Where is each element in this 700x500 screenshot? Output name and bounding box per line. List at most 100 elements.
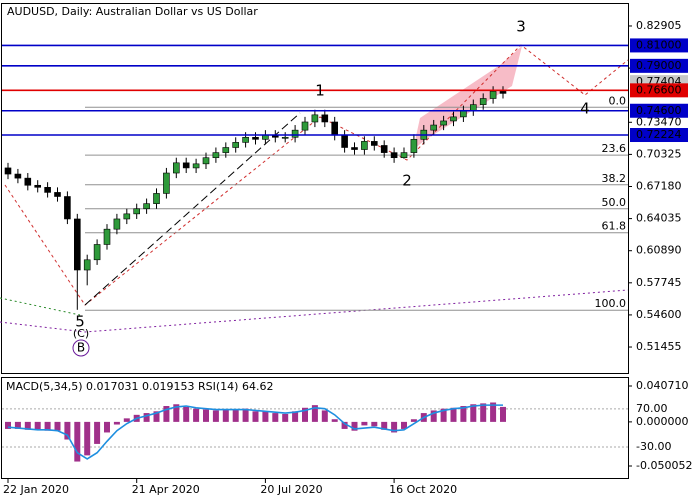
candle-body bbox=[281, 136, 289, 139]
wave-label: 3 bbox=[516, 18, 526, 36]
level-label: 0.74600 bbox=[636, 104, 682, 117]
candle-body bbox=[410, 139, 418, 153]
candle-body bbox=[202, 157, 210, 165]
fib-label: 0.0 bbox=[609, 94, 627, 107]
histogram-bar bbox=[470, 404, 477, 422]
candle-body bbox=[103, 228, 111, 245]
candle-body bbox=[123, 213, 131, 220]
candle-body bbox=[469, 104, 477, 112]
histogram-bar bbox=[212, 410, 219, 422]
y-tick-label: 0.000000 bbox=[636, 415, 689, 428]
candle-body bbox=[212, 152, 220, 159]
candle-body bbox=[173, 162, 180, 174]
histogram-bar bbox=[331, 419, 338, 422]
histogram-bar bbox=[381, 421, 388, 430]
histogram-bar bbox=[54, 421, 61, 431]
candle-body bbox=[361, 141, 368, 150]
candle-body bbox=[291, 129, 299, 138]
candle-body bbox=[499, 91, 507, 94]
candle-body bbox=[64, 196, 71, 220]
candle-body bbox=[341, 134, 348, 148]
y-tick-label: 0.57745 bbox=[636, 276, 682, 289]
candle-body bbox=[370, 141, 378, 146]
histogram-bar bbox=[410, 419, 417, 422]
indicator-line bbox=[7, 404, 503, 460]
candle-body bbox=[44, 187, 51, 193]
histogram-bar bbox=[321, 410, 328, 422]
histogram-bar bbox=[490, 402, 497, 422]
histogram-bar bbox=[44, 421, 51, 431]
candle-body bbox=[460, 110, 467, 118]
level-box bbox=[630, 83, 688, 98]
histogram-bar bbox=[401, 421, 407, 429]
candle-body bbox=[222, 147, 230, 153]
indicator-label: MACD(5,34,5) 0.017031 0.019153 RSI(14) 6… bbox=[6, 380, 273, 393]
histogram-bar bbox=[242, 408, 249, 422]
histogram-bar bbox=[460, 406, 467, 422]
histogram-bar bbox=[123, 418, 130, 422]
price-panel bbox=[1, 3, 629, 374]
wave-label: (C) bbox=[73, 327, 89, 340]
y-tick-label: -0.050052 bbox=[636, 459, 692, 472]
candle-body bbox=[479, 98, 487, 105]
histogram-bar bbox=[252, 411, 259, 422]
histogram-bar bbox=[450, 407, 457, 422]
y-tick-label: 0.64035 bbox=[636, 212, 682, 225]
wave-label: 1 bbox=[315, 82, 325, 100]
histogram-bar bbox=[143, 413, 150, 422]
histogram-bar bbox=[480, 403, 487, 422]
histogram-bar bbox=[163, 406, 170, 422]
candle-body bbox=[133, 208, 140, 215]
wave-label: 4 bbox=[580, 100, 590, 118]
y-tick-label: 0.51455 bbox=[636, 340, 682, 353]
fib-label: 23.6 bbox=[602, 142, 627, 155]
candle-body bbox=[351, 147, 358, 150]
wave-label: B bbox=[77, 341, 85, 355]
wave-label: 5 bbox=[75, 313, 85, 331]
x-tick-label: 22 Jan 2020 bbox=[3, 483, 69, 496]
trend-line bbox=[0, 297, 81, 316]
level-box bbox=[630, 38, 688, 53]
y-tick-label: 0.040710 bbox=[636, 379, 689, 392]
candle-body bbox=[440, 120, 447, 126]
candle-body bbox=[489, 91, 497, 99]
histogram-bar bbox=[203, 409, 209, 422]
histogram-bar bbox=[104, 421, 110, 433]
candle-body bbox=[232, 142, 239, 148]
candle-body bbox=[93, 244, 101, 261]
histogram-bar bbox=[391, 421, 398, 433]
histogram-bar bbox=[193, 408, 200, 422]
candle-body bbox=[143, 203, 150, 210]
y-tick-label: 0.60890 bbox=[636, 244, 682, 257]
histogram-bar bbox=[64, 421, 71, 440]
fib-label: 61.8 bbox=[602, 220, 627, 233]
candle-body bbox=[54, 192, 61, 197]
histogram-bar bbox=[262, 411, 269, 422]
level-label: 0.72224 bbox=[636, 128, 682, 141]
level-label: 0.76600 bbox=[636, 83, 682, 96]
histogram-bar bbox=[292, 411, 299, 422]
candle-body bbox=[14, 173, 22, 179]
y2-tick-label: 70.00 bbox=[636, 402, 668, 415]
histogram-bar bbox=[341, 421, 348, 429]
candle-body bbox=[301, 121, 309, 131]
candle-body bbox=[153, 193, 160, 204]
histogram-bar bbox=[272, 413, 279, 422]
histogram-bar bbox=[232, 409, 239, 422]
level-label: 0.79000 bbox=[636, 59, 682, 72]
wave-label: 2 bbox=[402, 172, 412, 190]
histogram-bar bbox=[430, 410, 437, 422]
histogram-bar bbox=[371, 421, 378, 427]
histogram-bar bbox=[361, 421, 368, 426]
histogram-bar bbox=[14, 421, 21, 429]
y-tick-label: 0.67180 bbox=[636, 179, 682, 192]
histogram-bar bbox=[440, 408, 447, 422]
candle-body bbox=[163, 172, 170, 194]
candle-body bbox=[321, 114, 329, 123]
candle-body bbox=[242, 136, 249, 143]
histogram-bar bbox=[302, 407, 308, 422]
wave-circle bbox=[72, 339, 90, 357]
histogram-bar bbox=[5, 421, 11, 429]
histogram-bar bbox=[24, 421, 31, 430]
